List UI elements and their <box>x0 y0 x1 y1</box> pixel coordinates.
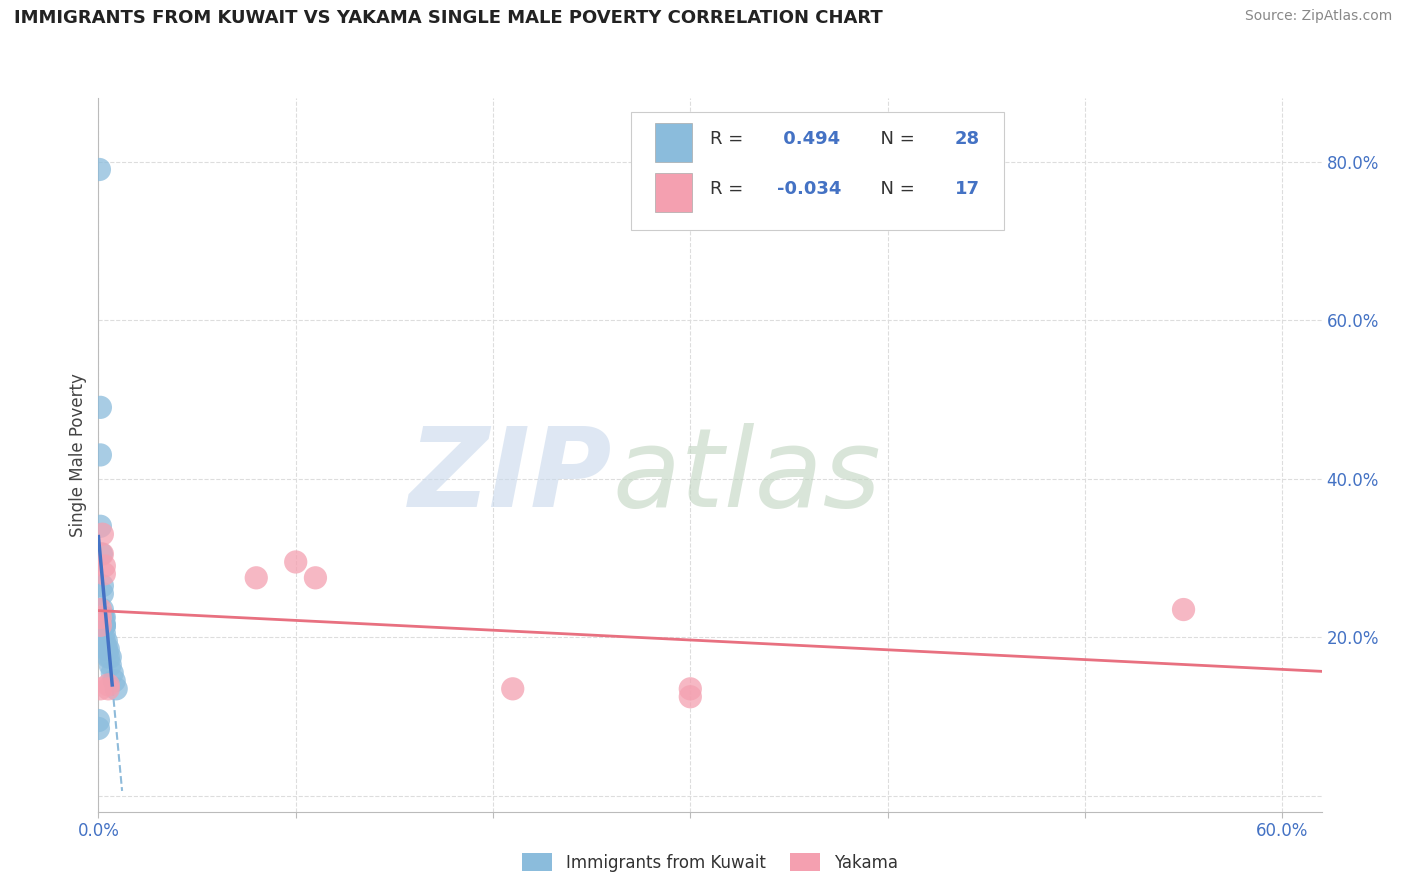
Point <box>97 678 120 692</box>
Point <box>89 401 111 415</box>
Legend: Immigrants from Kuwait, Yakama: Immigrants from Kuwait, Yakama <box>516 847 904 879</box>
Point <box>89 162 111 177</box>
Point <box>284 555 307 569</box>
Point <box>93 610 115 624</box>
Point <box>93 626 115 640</box>
Text: N =: N = <box>869 130 921 148</box>
Point <box>96 634 118 648</box>
Bar <box>655 173 692 212</box>
Point <box>304 571 326 585</box>
Point <box>87 714 110 728</box>
Text: IMMIGRANTS FROM KUWAIT VS YAKAMA SINGLE MALE POVERTY CORRELATION CHART: IMMIGRANTS FROM KUWAIT VS YAKAMA SINGLE … <box>14 9 883 27</box>
Y-axis label: Single Male Poverty: Single Male Poverty <box>69 373 87 537</box>
Point <box>1173 602 1195 616</box>
Point <box>679 681 702 696</box>
Point <box>91 610 114 624</box>
Point <box>90 547 112 561</box>
Point <box>89 519 111 533</box>
Point <box>101 665 124 680</box>
Point <box>93 610 115 624</box>
Point <box>93 634 115 648</box>
Point <box>97 681 120 696</box>
Text: Source: ZipAtlas.com: Source: ZipAtlas.com <box>1244 9 1392 23</box>
Bar <box>655 123 692 162</box>
Point <box>679 690 702 704</box>
Text: N =: N = <box>869 180 921 198</box>
Point <box>96 642 118 657</box>
Text: 28: 28 <box>955 130 980 148</box>
Point <box>98 658 121 673</box>
Point <box>91 547 114 561</box>
Point <box>93 566 115 581</box>
Point <box>245 571 267 585</box>
Point <box>89 610 111 624</box>
FancyBboxPatch shape <box>630 112 1004 230</box>
Point <box>91 579 114 593</box>
Point <box>96 642 118 657</box>
Point <box>89 448 111 462</box>
Point <box>89 618 111 632</box>
Point <box>87 722 110 736</box>
Point <box>98 650 121 665</box>
Text: 0.494: 0.494 <box>778 130 841 148</box>
Point <box>97 642 120 657</box>
Point <box>91 587 114 601</box>
Point <box>91 602 114 616</box>
Point <box>502 681 524 696</box>
Text: R =: R = <box>710 130 749 148</box>
Text: ZIP: ZIP <box>409 423 612 530</box>
Point <box>93 618 115 632</box>
Point <box>97 650 120 665</box>
Point <box>89 602 111 616</box>
Point <box>91 527 114 541</box>
Point <box>93 618 115 632</box>
Text: atlas: atlas <box>612 423 880 530</box>
Point <box>89 681 111 696</box>
Text: -0.034: -0.034 <box>778 180 842 198</box>
Point <box>93 558 115 573</box>
Point <box>93 618 115 632</box>
Text: R =: R = <box>710 180 749 198</box>
Point <box>103 673 125 688</box>
Text: 17: 17 <box>955 180 980 198</box>
Point <box>105 681 128 696</box>
